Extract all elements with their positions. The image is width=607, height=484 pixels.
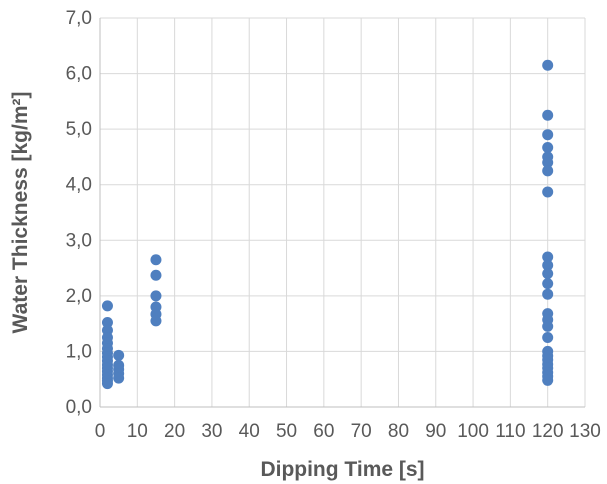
data-point [113,372,125,384]
tick-labels: 0 10 20 30 40 50 60 70 80 90 100 110 120 130 0,0 1,0 2,0… [66,8,601,442]
x-tick-label: 100 [457,421,489,442]
y-tick-label: 6,0 [66,64,92,85]
data-point [542,278,554,290]
data-point [542,109,554,121]
data-point [542,259,554,271]
x-tick-label: 20 [164,421,185,442]
data-point [101,300,113,312]
x-tick-label: 50 [276,421,297,442]
data-point [150,290,162,302]
data-point [542,129,554,141]
x-tick-label: 70 [351,421,372,442]
x-tick-label: 110 [495,421,525,442]
grid [100,17,586,407]
data-points [101,59,554,390]
data-point [150,269,162,281]
y-axis-title: Water Thickness [kg/m²] [9,92,32,334]
data-point [542,165,554,177]
x-tick-label: 10 [127,421,148,442]
data-point [542,251,554,263]
axes [99,18,585,408]
x-tick-label: 30 [201,421,222,442]
data-point [542,288,554,300]
data-point [150,315,162,327]
x-tick-label: 120 [532,421,564,442]
x-tick-label: 0 [95,421,106,442]
y-tick-label: 7,0 [66,8,92,29]
data-point [542,268,554,280]
data-point [150,254,162,266]
x-tick-label: 60 [313,421,334,442]
x-tick-label: 40 [239,421,260,442]
x-axis-title: Dipping Time [s] [260,458,424,481]
data-point [542,141,554,153]
y-tick-label: 1,0 [66,341,92,362]
data-point [101,378,113,390]
data-point [542,332,554,344]
y-tick-label: 0,0 [66,397,92,418]
data-point [542,374,554,386]
data-point [542,59,554,71]
data-point [542,186,554,198]
y-tick-label: 4,0 [66,175,92,196]
x-tick-label: 90 [425,421,446,442]
data-point [542,320,554,332]
y-tick-label: 2,0 [66,286,92,307]
y-tick-label: 5,0 [66,119,92,140]
data-point [101,317,113,329]
data-point [542,156,554,168]
x-tick-label: 80 [388,421,409,442]
data-point [113,349,125,361]
y-tick-label: 3,0 [66,230,92,251]
x-tick-label: 130 [569,421,601,442]
